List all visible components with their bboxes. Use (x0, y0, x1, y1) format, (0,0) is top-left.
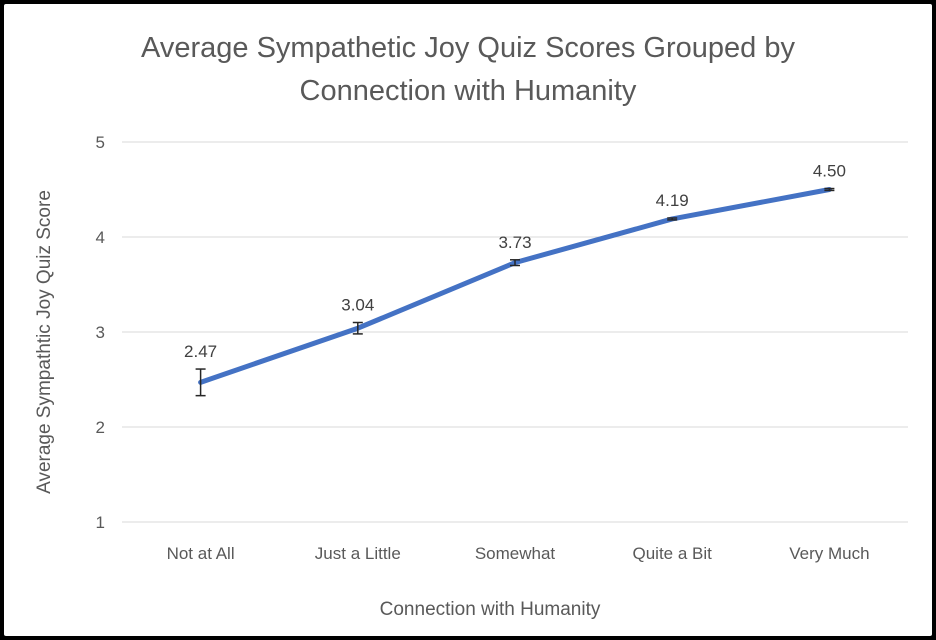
y-axis-title: Average Sympathtic Joy Quiz Score (34, 190, 55, 494)
error-bar (352, 321, 363, 335)
y-tick-label: 5 (96, 133, 105, 152)
x-tick-label: Quite a Bit (633, 544, 713, 563)
x-axis-title: Connection with Humanity (380, 599, 601, 620)
error-bar (510, 259, 520, 267)
error-bar (667, 217, 678, 221)
data-label: 2.47 (184, 342, 217, 361)
y-axis-ticks: 1 2 3 4 5 (96, 133, 105, 532)
error-bar (195, 368, 206, 397)
series-line (198, 187, 832, 385)
x-tick-label: Not at All (167, 544, 235, 563)
data-label: 3.04 (341, 296, 374, 315)
data-label: 4.19 (656, 191, 689, 210)
data-label: 3.73 (498, 233, 531, 252)
y-tick-label: 1 (96, 513, 105, 532)
data-labels: 2.47 3.04 3.73 4.19 4.50 (184, 162, 846, 361)
x-tick-label: Very Much (789, 544, 869, 563)
error-bar (824, 187, 835, 192)
y-tick-label: 3 (96, 323, 105, 342)
series (198, 187, 832, 385)
x-tick-label: Just a Little (315, 544, 401, 563)
gridlines (122, 141, 908, 523)
data-label: 4.50 (813, 162, 846, 181)
y-tick-label: 4 (96, 228, 105, 247)
x-tick-label: Somewhat (475, 544, 556, 563)
chart-title-line-2: Connection with Humanity (300, 75, 637, 107)
x-axis-ticks: Not at All Just a Little Somewhat Quite a B… (167, 544, 870, 563)
chart-frame (4, 4, 932, 636)
chart-title-line-1: Average Sympathetic Joy Quiz Scores Grou… (141, 32, 795, 64)
error-bars (195, 187, 835, 397)
y-tick-label: 2 (96, 418, 105, 437)
